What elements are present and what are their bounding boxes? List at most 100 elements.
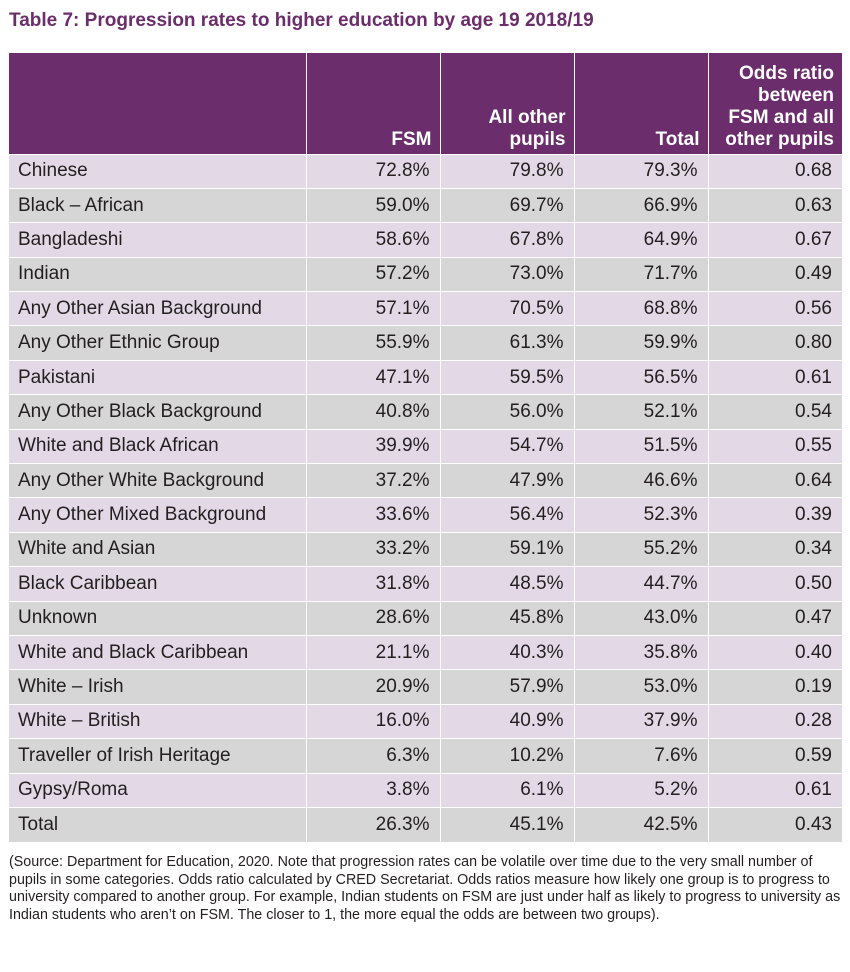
all-other-pupils-cell: 73.0% [439,256,574,292]
progression-table: FSM All other pupils Total Odds ratio be… [9,53,842,842]
all-other-pupils-cell: 10.2% [439,738,574,774]
odds-ratio-cell: 0.67 [707,222,842,258]
all-other-pupils-cell: 45.1% [439,806,574,842]
group-cell: Any Other Asian Background [9,291,306,326]
all-other-pupils-cell: 56.4% [439,497,574,533]
table-row: Chinese 72.8% 79.8% 79.3% 0.68 [9,153,842,189]
all-other-pupils-cell: 79.8% [439,153,574,189]
fsm-cell: 21.1% [305,634,440,670]
group-cell: Black Caribbean [9,566,306,602]
all-other-pupils-cell: 6.1% [439,772,574,808]
fsm-cell: 72.8% [305,153,440,189]
all-other-pupils-cell: 47.9% [439,463,574,498]
odds-ratio-cell: 0.39 [707,497,842,533]
group-cell: Traveller of Irish Heritage [9,738,306,774]
table-row: Black – African 59.0% 69.7% 66.9% 0.63 [9,187,842,223]
table-row: Unknown 28.6% 45.8% 43.0% 0.47 [9,600,842,636]
column-header-all-other-pupils: All other pupils [439,53,574,154]
column-header-all-other-line1: All other [488,106,566,128]
total-cell: 52.1% [573,394,708,430]
all-other-pupils-cell: 54.7% [439,428,574,464]
total-cell: 68.8% [573,291,708,326]
all-other-pupils-cell: 40.3% [439,634,574,670]
group-cell: Chinese [9,153,306,189]
table-row: Indian 57.2% 73.0% 71.7% 0.49 [9,256,842,292]
fsm-cell: 3.8% [305,772,440,808]
column-header-odds-line2: between [757,84,834,106]
odds-ratio-cell: 0.61 [707,772,842,808]
odds-ratio-cell: 0.19 [707,669,842,705]
group-cell: Any Other Mixed Background [9,497,306,533]
group-cell: Gypsy/Roma [9,772,306,808]
table-row: Any Other Mixed Background 33.6% 56.4% 52.3… [9,497,842,533]
total-cell: 53.0% [573,669,708,705]
fsm-cell: 57.2% [305,256,440,292]
total-cell: 43.0% [573,600,708,636]
odds-ratio-cell: 0.55 [707,428,842,464]
source-note: (Source: Department for Education, 2020.… [9,854,841,923]
all-other-pupils-cell: 59.5% [439,359,574,395]
group-cell: Pakistani [9,359,306,395]
group-cell: White – British [9,703,306,739]
all-other-pupils-cell: 69.7% [439,187,574,223]
total-cell: 55.2% [573,531,708,567]
table-row-total: Total 26.3% 45.1% 42.5% 0.43 [9,806,842,842]
fsm-cell: 28.6% [305,600,440,636]
group-cell: Any Other White Background [9,463,306,498]
odds-ratio-cell: 0.64 [707,463,842,498]
odds-ratio-cell: 0.43 [707,806,842,842]
odds-ratio-cell: 0.34 [707,531,842,567]
table-header-row: FSM All other pupils Total Odds ratio be… [9,53,842,154]
total-cell: 46.6% [573,463,708,498]
column-header-odds-ratio: Odds ratio between FSM and all other pup… [707,53,842,154]
column-header-odds-line4: other pupils [725,128,834,150]
table-row: Pakistani 47.1% 59.5% 56.5% 0.61 [9,359,842,395]
fsm-cell: 37.2% [305,463,440,498]
all-other-pupils-cell: 45.8% [439,600,574,636]
total-cell: 44.7% [573,566,708,602]
fsm-cell: 20.9% [305,669,440,705]
table-row: White and Black African 39.9% 54.7% 51.5% 0.… [9,428,842,464]
total-cell: 37.9% [573,703,708,739]
fsm-cell: 33.2% [305,531,440,567]
column-header-total-label: Total [655,128,700,150]
all-other-pupils-cell: 40.9% [439,703,574,739]
fsm-cell: 59.0% [305,187,440,223]
table-row: Any Other White Background 37.2% 47.9% 46.6… [9,463,842,498]
fsm-cell: 47.1% [305,359,440,395]
all-other-pupils-cell: 67.8% [439,222,574,258]
table-row: Traveller of Irish Heritage 6.3% 10.2% 7.6%… [9,738,842,774]
total-cell: 52.3% [573,497,708,533]
group-cell: White – Irish [9,669,306,705]
total-cell: 42.5% [573,806,708,842]
column-header-odds-line3: FSM and all [728,106,834,128]
all-other-pupils-cell: 59.1% [439,531,574,567]
group-cell: Any Other Black Background [9,394,306,430]
odds-ratio-cell: 0.63 [707,187,842,223]
table-row: Bangladeshi 58.6% 67.8% 64.9% 0.67 [9,222,842,258]
table-row: Gypsy/Roma 3.8% 6.1% 5.2% 0.61 [9,772,842,808]
total-cell: 66.9% [573,187,708,223]
odds-ratio-cell: 0.54 [707,394,842,430]
odds-ratio-cell: 0.28 [707,703,842,739]
group-cell: Total [9,806,306,842]
group-cell: White and Asian [9,531,306,567]
fsm-cell: 57.1% [305,291,440,326]
table-body: Chinese 72.8% 79.8% 79.3% 0.68 Black – Africa… [9,153,842,842]
total-cell: 64.9% [573,222,708,258]
column-header-total: Total [573,53,708,154]
odds-ratio-cell: 0.68 [707,153,842,189]
group-cell: Black – African [9,187,306,223]
all-other-pupils-cell: 57.9% [439,669,574,705]
odds-ratio-cell: 0.49 [707,256,842,292]
all-other-pupils-cell: 70.5% [439,291,574,326]
fsm-cell: 31.8% [305,566,440,602]
table-row: Black Caribbean 31.8% 48.5% 44.7% 0.50 [9,566,842,602]
fsm-cell: 55.9% [305,325,440,361]
column-header-fsm: FSM [305,53,440,154]
group-cell: Any Other Ethnic Group [9,325,306,361]
column-header-fsm-label: FSM [391,128,432,150]
total-cell: 35.8% [573,634,708,670]
fsm-cell: 58.6% [305,222,440,258]
total-cell: 5.2% [573,772,708,808]
